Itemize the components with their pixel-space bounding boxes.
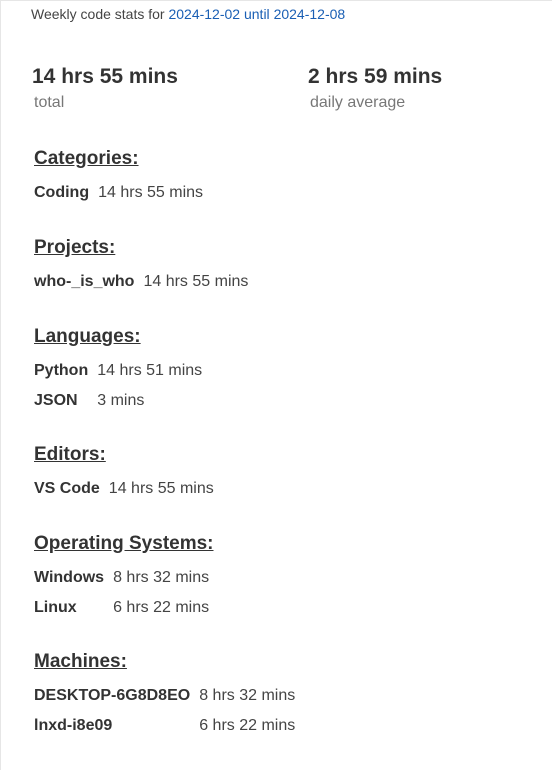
end-date-link[interactable]: 2024-12-08: [273, 6, 346, 22]
categories-section: Categories: Coding 14 hrs 55 mins: [34, 147, 203, 208]
row-name: Python: [34, 362, 89, 379]
table-row: lnxd-i8e09 6 hrs 22 mins: [34, 711, 295, 741]
projects-title: Projects:: [34, 237, 116, 258]
daily-average-stat: 2 hrs 59 mins daily average: [308, 64, 442, 112]
daily-average-value: 2 hrs 59 mins: [308, 65, 443, 88]
row-name: VS Code: [34, 480, 100, 497]
row-time: 14 hrs 51 mins: [97, 362, 203, 379]
row-time: 3 mins: [97, 392, 145, 409]
table-row: Windows 8 hrs 32 mins: [34, 563, 209, 593]
row-time: 14 hrs 55 mins: [108, 480, 214, 497]
report-header: Weekly code stats for 2024-12-02 until 2…: [31, 6, 345, 22]
table-row: Coding 14 hrs 55 mins: [34, 178, 203, 208]
operating-systems-section: Operating Systems: Windows 8 hrs 32 mins…: [34, 532, 214, 623]
projects-section: Projects: who-_is_who 14 hrs 55 mins: [34, 236, 248, 297]
categories-title: Categories:: [34, 148, 139, 169]
row-time: 6 hrs 22 mins: [113, 599, 210, 616]
categories-table: Coding 14 hrs 55 mins: [34, 178, 203, 208]
table-row: DESKTOP-6G8D8EO 8 hrs 32 mins: [34, 681, 295, 711]
operating-systems-title: Operating Systems:: [34, 533, 214, 554]
machines-section: Machines: DESKTOP-6G8D8EO 8 hrs 32 mins …: [34, 650, 295, 741]
languages-section: Languages: Python 14 hrs 51 mins JSON 3 …: [34, 325, 202, 416]
row-name: DESKTOP-6G8D8EO: [34, 687, 191, 704]
start-date-link[interactable]: 2024-12-02: [168, 6, 241, 22]
row-time: 8 hrs 32 mins: [113, 569, 210, 586]
row-name: JSON: [34, 392, 78, 409]
until-link[interactable]: until: [243, 6, 270, 22]
total-stat: 14 hrs 55 mins total: [32, 64, 178, 112]
table-row: JSON 3 mins: [34, 386, 202, 416]
row-time: 8 hrs 32 mins: [199, 687, 296, 704]
row-name: Linux: [34, 599, 77, 616]
total-value: 14 hrs 55 mins: [32, 65, 178, 88]
total-label: total: [34, 94, 65, 111]
editors-table: VS Code 14 hrs 55 mins: [34, 474, 214, 504]
languages-title: Languages:: [34, 326, 141, 347]
operating-systems-table: Windows 8 hrs 32 mins Linux 6 hrs 22 min…: [34, 563, 209, 623]
header-prefix: Weekly code stats for: [31, 6, 165, 22]
table-row: who-_is_who 14 hrs 55 mins: [34, 267, 248, 297]
row-time: 14 hrs 55 mins: [98, 184, 204, 201]
machines-table: DESKTOP-6G8D8EO 8 hrs 32 mins lnxd-i8e09…: [34, 681, 295, 741]
projects-table: who-_is_who 14 hrs 55 mins: [34, 267, 248, 297]
row-name: who-_is_who: [34, 273, 135, 290]
table-row: Python 14 hrs 51 mins: [34, 356, 202, 386]
row-time: 6 hrs 22 mins: [199, 717, 296, 734]
row-name: Coding: [34, 184, 90, 201]
table-row: Linux 6 hrs 22 mins: [34, 593, 209, 623]
machines-title: Machines:: [34, 651, 127, 672]
languages-table: Python 14 hrs 51 mins JSON 3 mins: [34, 356, 202, 416]
row-name: Windows: [34, 569, 105, 586]
row-name: lnxd-i8e09: [34, 717, 113, 734]
daily-average-label: daily average: [310, 94, 406, 111]
editors-section: Editors: VS Code 14 hrs 55 mins: [34, 443, 214, 504]
row-time: 14 hrs 55 mins: [143, 273, 249, 290]
table-row: VS Code 14 hrs 55 mins: [34, 474, 214, 504]
editors-title: Editors:: [34, 444, 106, 465]
